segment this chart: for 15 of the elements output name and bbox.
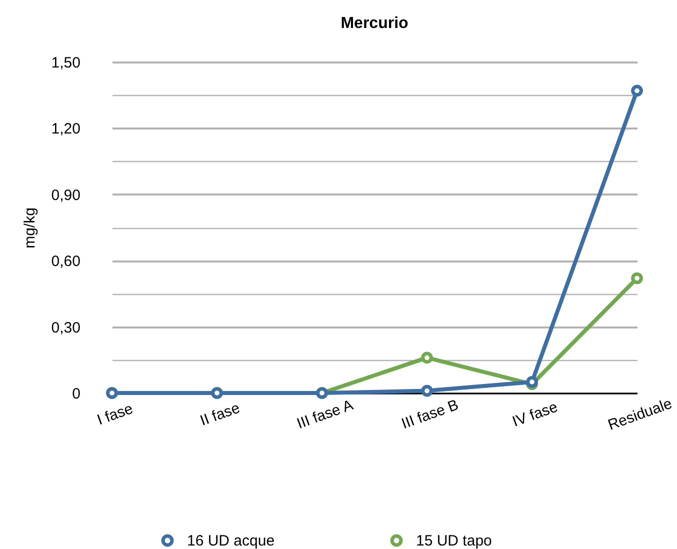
x-tick-label: II fase	[198, 400, 242, 430]
y-tick-label: 1,20	[51, 120, 80, 138]
y-tick-label: 0,60	[51, 253, 80, 270]
chart-title: Mercurio	[340, 15, 409, 32]
y-tick-label: 1,50	[51, 54, 80, 72]
y-tick-label: 0	[72, 386, 80, 402]
x-tick-label: IV fase	[510, 398, 560, 431]
x-tick-label: III fase A	[294, 396, 356, 433]
y-tick-label: 0,30	[51, 319, 80, 336]
y-axis-title: mg/kg	[21, 208, 38, 248]
x-tick-label: III fase B	[399, 396, 461, 433]
legend-label: 15 UD tapo	[416, 532, 492, 549]
y-tick-label: 0,90	[51, 186, 80, 204]
legend-label: 16 UD acque	[187, 532, 275, 549]
x-tick-label: I fase	[94, 400, 136, 429]
